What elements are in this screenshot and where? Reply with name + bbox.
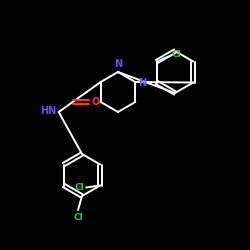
Text: N: N [114, 59, 122, 69]
Text: N: N [138, 78, 146, 88]
Text: HN: HN [40, 106, 57, 116]
Text: Cl: Cl [73, 213, 83, 222]
Text: Cl: Cl [74, 183, 84, 192]
Text: Cl: Cl [172, 50, 181, 59]
Text: O: O [92, 97, 100, 107]
